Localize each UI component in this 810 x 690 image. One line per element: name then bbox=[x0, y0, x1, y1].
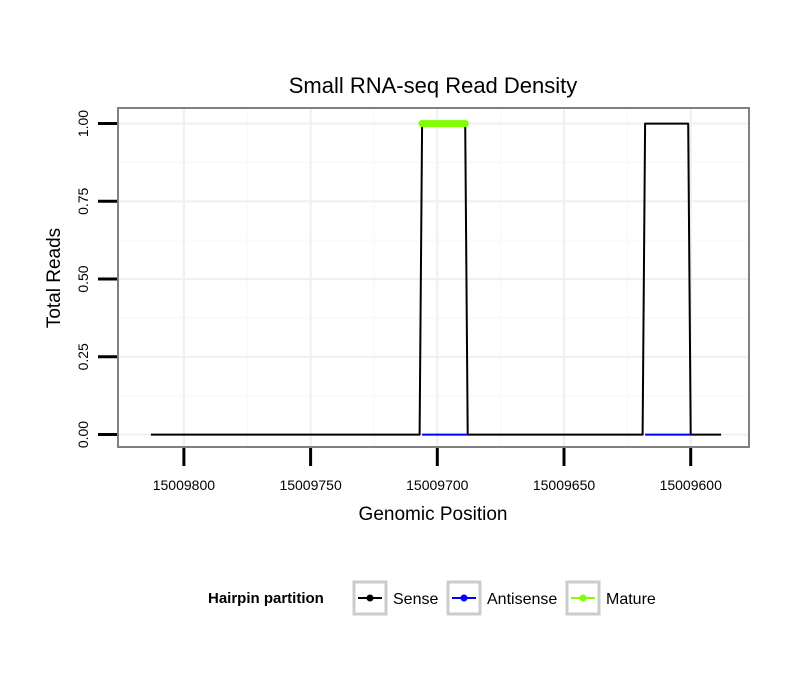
series-point-mature bbox=[418, 120, 426, 128]
x-tick-label: 15009650 bbox=[533, 477, 596, 493]
series-group bbox=[150, 120, 722, 436]
series-point-mature bbox=[461, 120, 469, 128]
x-axis-title: Genomic Position bbox=[359, 504, 508, 525]
legend-item-sense: Sense bbox=[352, 580, 438, 616]
legend-key-dot bbox=[460, 594, 468, 602]
legend-key-dot bbox=[579, 594, 587, 602]
x-axis-ticks: 15009800 15009750 15009700 15009650 15009600 bbox=[153, 448, 722, 493]
y-tick-label: 0.25 bbox=[75, 343, 91, 370]
legend-label-mature: Mature bbox=[606, 591, 656, 608]
legend: Hairpin partition Sense Antisense Mature bbox=[208, 580, 656, 616]
legend-item-mature: Mature bbox=[565, 580, 656, 616]
y-tick-label: 1.00 bbox=[75, 110, 91, 137]
x-tick-label: 15009750 bbox=[279, 477, 342, 493]
y-axis-ticks: 0.00 0.25 0.50 0.75 1.00 bbox=[75, 110, 117, 448]
x-tick-label: 15009800 bbox=[153, 477, 216, 493]
legend-title: Hairpin partition bbox=[208, 590, 324, 607]
x-tick-label: 15009600 bbox=[660, 477, 723, 493]
y-tick-label: 0.75 bbox=[75, 187, 91, 214]
legend-label-antisense: Antisense bbox=[487, 591, 557, 608]
y-axis-title: Total Reads bbox=[44, 228, 65, 328]
series-line-sense bbox=[150, 122, 722, 436]
legend-label-sense: Sense bbox=[393, 591, 438, 608]
y-tick-label: 0.00 bbox=[75, 421, 91, 448]
plot-panel-border bbox=[117, 107, 750, 448]
legend-key-dot bbox=[366, 594, 374, 602]
chart-title: Small RNA-seq Read Density bbox=[289, 73, 578, 98]
legend-item-antisense: Antisense bbox=[446, 580, 557, 616]
x-tick-label: 15009700 bbox=[406, 477, 469, 493]
y-tick-label: 0.50 bbox=[75, 265, 91, 292]
